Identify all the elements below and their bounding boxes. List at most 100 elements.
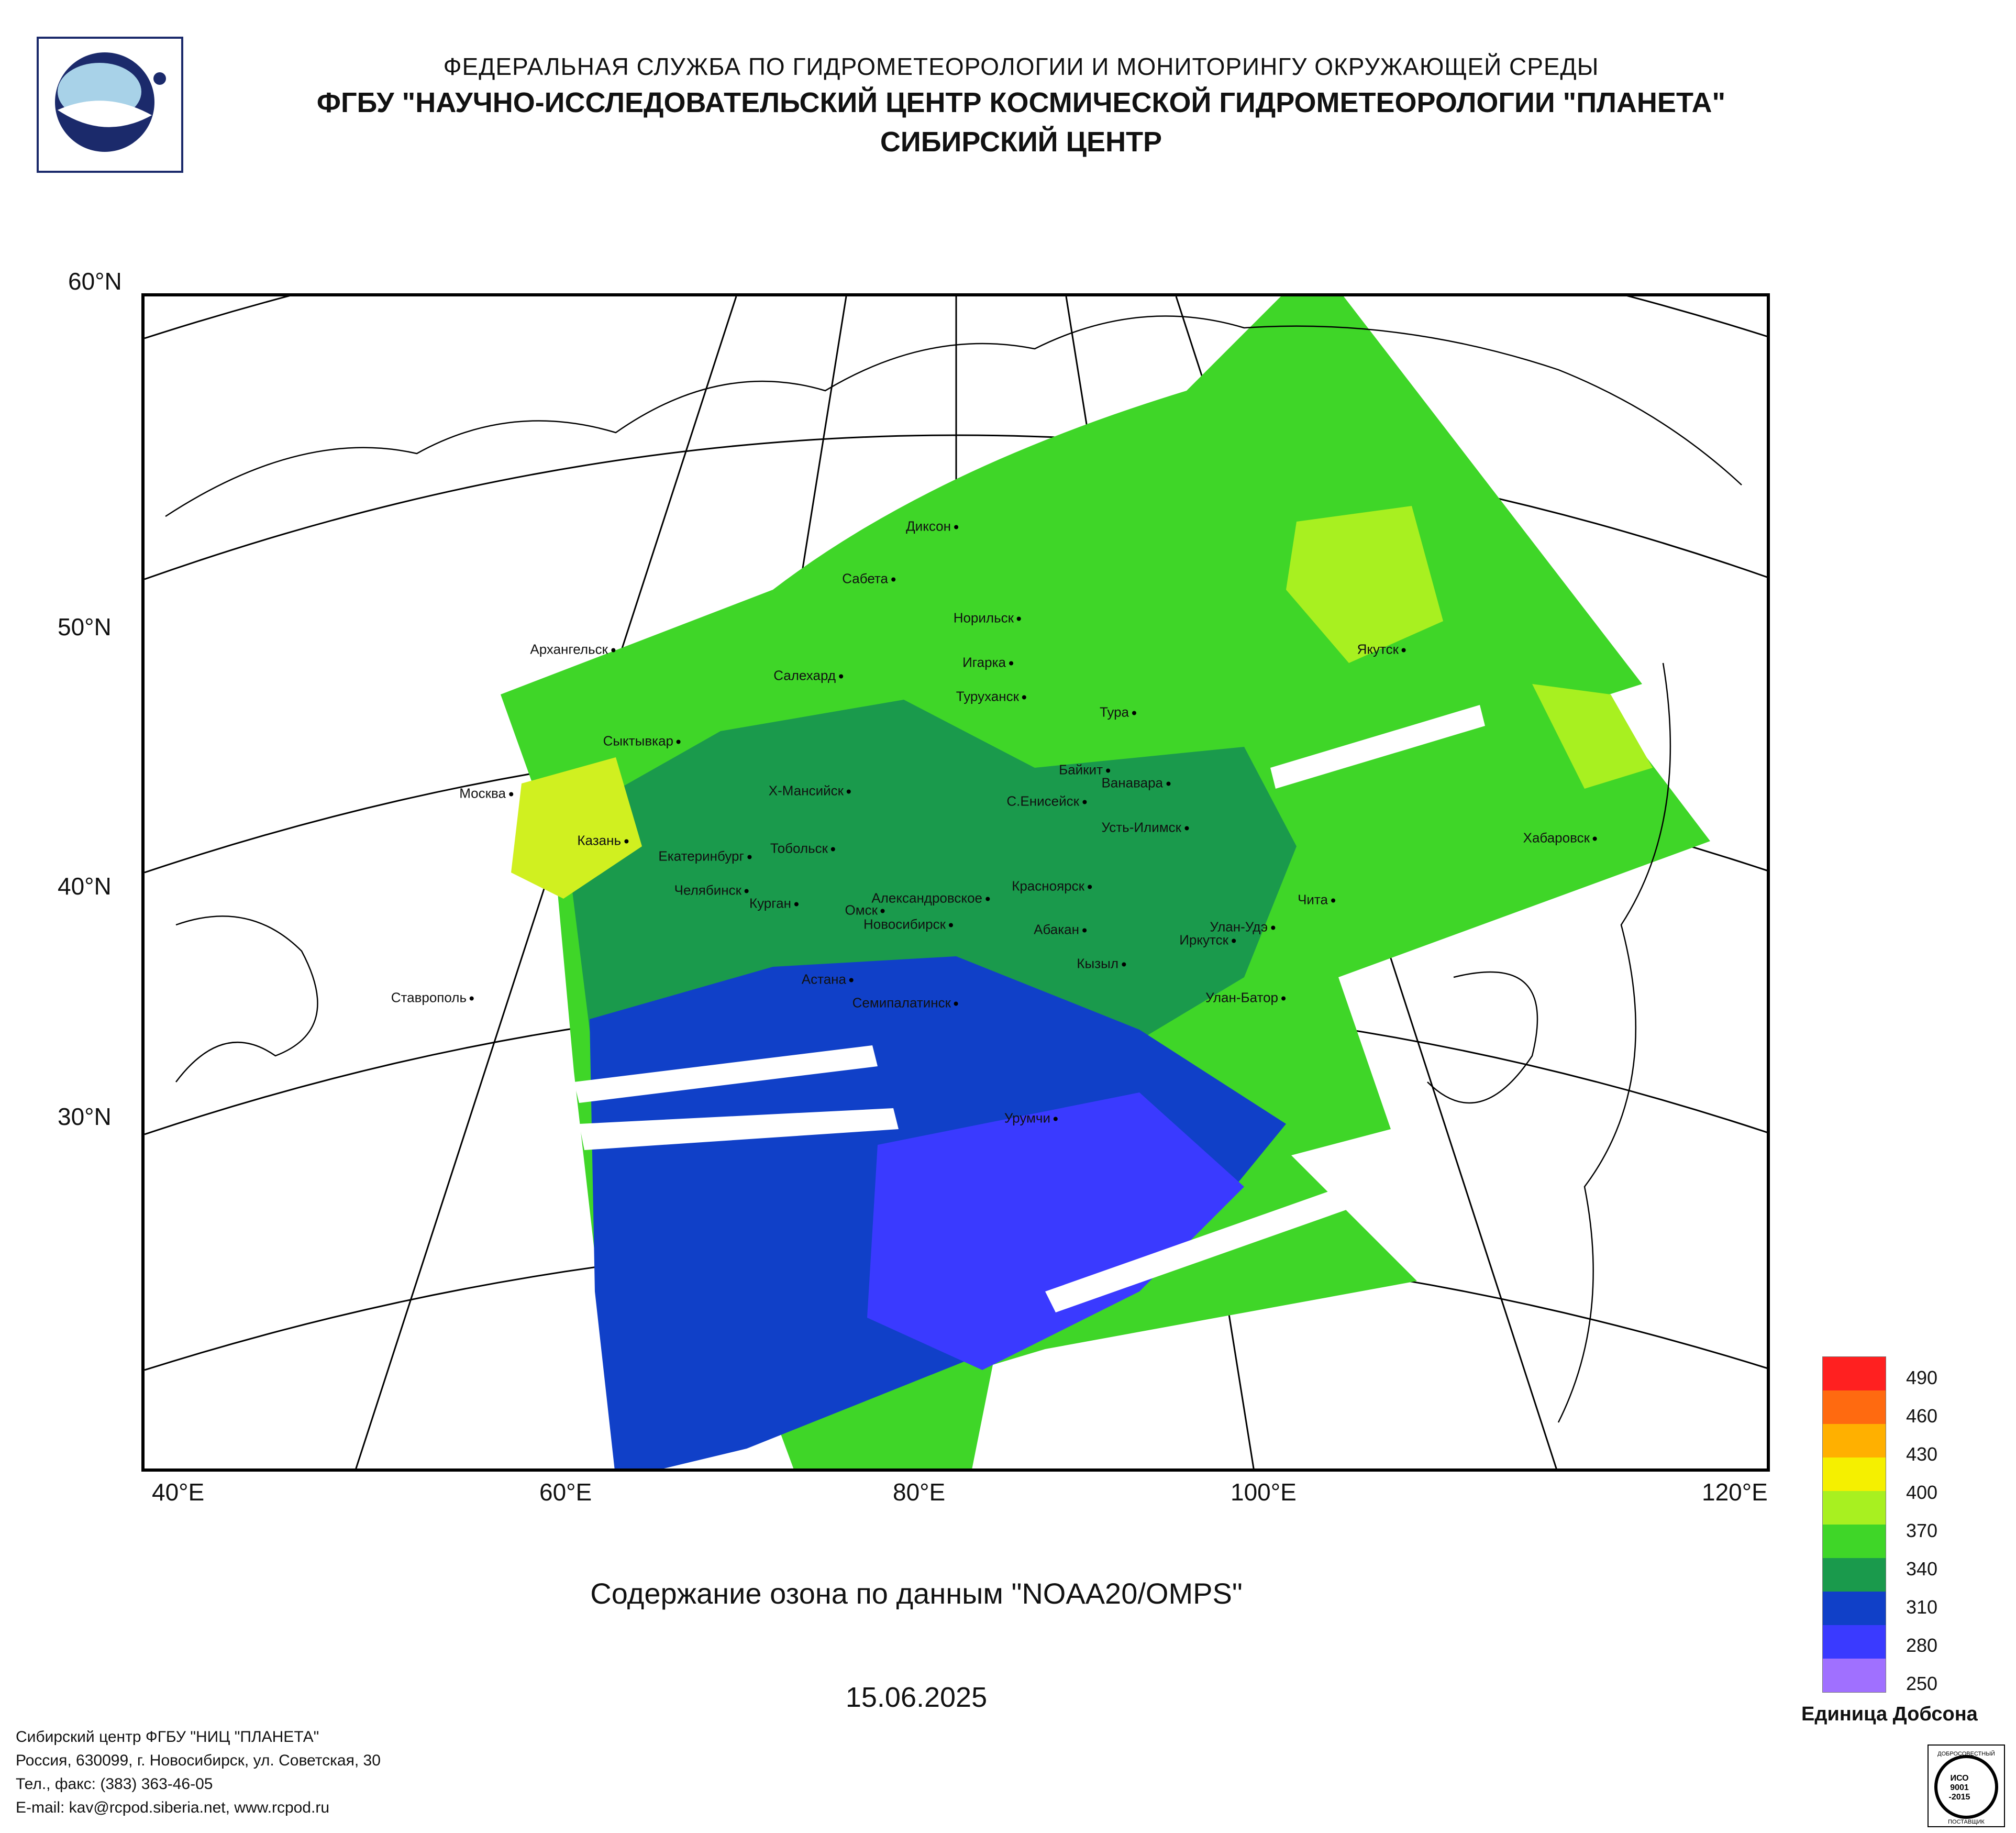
footer-line-3: Тел., факс: (383) 363-46-05 — [16, 1775, 213, 1793]
lat-label-50: 50°N — [58, 613, 112, 641]
city-label: Хабаровск — [1523, 830, 1597, 846]
city-dot — [1132, 711, 1136, 715]
city-name: Тура — [1099, 704, 1129, 720]
city-name: Улан-Удэ — [1210, 919, 1268, 935]
city-name: Новосибирск — [863, 916, 946, 932]
city-dot — [954, 1001, 958, 1006]
city-dot — [1082, 928, 1087, 933]
header-line-3: СИБИРСКИЙ ЦЕНТР — [880, 126, 1162, 158]
city-dot — [1232, 938, 1236, 943]
legend-tick-400: 400 — [1906, 1482, 1938, 1503]
city-name: Улан-Батор — [1205, 989, 1278, 1006]
city-label: Казань — [577, 833, 628, 849]
legend-tick-310: 310 — [1906, 1596, 1938, 1618]
legend-color-band — [1823, 1357, 1886, 1390]
city-dot — [794, 902, 799, 907]
city-label: Астана — [802, 971, 854, 988]
city-label: Ставрополь — [391, 990, 474, 1006]
city-label: Туруханск — [956, 689, 1026, 705]
legend-tick-370: 370 — [1906, 1520, 1938, 1541]
city-dot — [1122, 962, 1126, 967]
city-name: Абакан — [1034, 921, 1079, 937]
city-dot — [1022, 695, 1026, 700]
city-label: Сыктывкар — [603, 733, 681, 749]
legend-color-band — [1823, 1625, 1886, 1659]
city-name: Астана — [801, 971, 846, 987]
legend-tick-490: 490 — [1906, 1367, 1938, 1388]
city-label: Чита — [1298, 892, 1335, 908]
legend-tick-280: 280 — [1906, 1635, 1938, 1656]
city-name: Чита — [1298, 891, 1328, 908]
legend-color-band — [1823, 1457, 1886, 1491]
city-name: Екатеринбург — [658, 848, 744, 864]
city-dot — [1593, 836, 1597, 841]
iso-text-9001: 9001 — [1950, 1783, 1969, 1792]
iso-text-iso: ИСО — [1950, 1774, 1968, 1783]
city-name: Челябинск — [674, 882, 741, 898]
legend-color-band — [1823, 1491, 1886, 1525]
city-name: Урумчи — [1004, 1110, 1050, 1126]
iso-certificate-badge: ДОБРОСОВЕСТНЫЙ ИСО 9001 -2015 ПОСТАВЩИК — [1927, 1744, 2006, 1828]
city-label: Урумчи — [1004, 1110, 1058, 1127]
city-name: Иркутск — [1179, 932, 1228, 948]
city-dot — [1184, 826, 1189, 831]
city-dot — [847, 789, 851, 794]
city-dot — [745, 889, 749, 893]
city-name: Туруханск — [956, 688, 1019, 704]
city-dot — [677, 739, 681, 744]
planeta-logo — [37, 37, 183, 173]
footer-line-1: Сибирский центр ФГБУ "НИЦ "ПЛАНЕТА" — [16, 1728, 319, 1746]
lon-label-80: 80°E — [893, 1478, 946, 1506]
city-label: Архангельск — [530, 642, 615, 658]
city-label: Кызыл — [1077, 956, 1126, 972]
city-dot — [1082, 800, 1087, 804]
city-label: Улан-Удэ — [1210, 919, 1275, 935]
city-dot — [949, 923, 953, 927]
city-label: Москва — [459, 786, 513, 802]
city-dot — [1166, 781, 1170, 786]
city-label: Улан-Батор — [1205, 990, 1286, 1006]
city-name: Якутск — [1357, 641, 1399, 657]
city-label: Ванавара — [1101, 775, 1170, 791]
footer-line-4: E-mail: kav@rcpod.siberia.net, www.rcpod… — [16, 1799, 330, 1816]
lat-label-60: 60°N — [68, 268, 122, 295]
city-name: Москва — [459, 785, 506, 801]
city-name: Хабаровск — [1523, 830, 1590, 846]
city-name: Александровское — [871, 890, 982, 906]
city-name: Казань — [577, 832, 621, 848]
legend-color-band — [1823, 1424, 1886, 1457]
city-dot — [1009, 661, 1013, 666]
footer-line-2: Россия, 630099, г. Новосибирск, ул. Сове… — [16, 1752, 381, 1769]
city-name: Байкит — [1059, 761, 1103, 778]
city-label: Игарка — [962, 655, 1013, 671]
city-dot — [470, 996, 474, 1001]
city-name: Красноярск — [1012, 878, 1084, 894]
lat-label-30: 30°N — [58, 1103, 112, 1130]
legend-color-band — [1823, 1525, 1886, 1558]
city-name: Семипалатинск — [852, 995, 951, 1011]
city-name: С.Енисейск — [1006, 793, 1079, 809]
iso-text-top: ДОБРОСОВЕСТНЫЙ — [1937, 1750, 1995, 1757]
city-dot — [891, 577, 895, 582]
city-dot — [1088, 885, 1092, 889]
city-dot — [839, 674, 843, 679]
lon-label-100: 100°E — [1231, 1478, 1297, 1506]
city-dot — [509, 792, 513, 797]
city-label: Тобольск — [770, 841, 835, 857]
city-dot — [1331, 898, 1335, 903]
legend-unit: Единица Добсона — [1801, 1703, 1978, 1725]
city-label: Салехард — [773, 668, 843, 684]
city-dot — [985, 897, 990, 901]
city-dot — [1017, 616, 1021, 621]
city-label: Красноярск — [1012, 878, 1092, 895]
city-name: Архангельск — [530, 641, 608, 657]
city-label: Тура — [1100, 704, 1136, 721]
city-dot — [747, 855, 751, 859]
city-dot — [954, 525, 958, 529]
iso-text-2015: -2015 — [1949, 1793, 1970, 1802]
city-dot — [624, 839, 628, 844]
city-name: Игарка — [962, 654, 1006, 670]
city-name: Х-Мансийск — [768, 782, 844, 799]
legend-tick-250: 250 — [1906, 1673, 1938, 1694]
city-name: Омск — [845, 902, 878, 918]
